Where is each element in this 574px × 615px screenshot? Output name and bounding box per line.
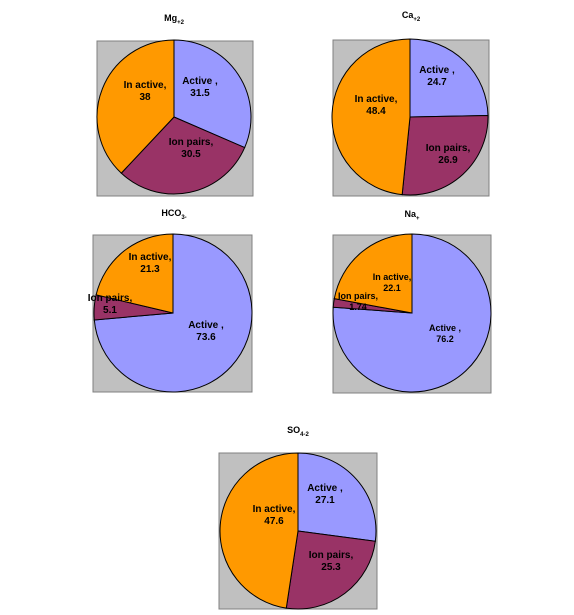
slice-data-label: In active, 22.1 xyxy=(373,272,412,293)
slice-data-label: In active, 47.6 xyxy=(253,504,296,527)
slice-data-label: Active , 76.2 xyxy=(429,323,461,344)
pie-slice xyxy=(173,39,252,149)
slice-data-label: Ion pairs, 26.9 xyxy=(426,143,471,166)
chart-title: Ca+2 xyxy=(401,10,421,23)
slice-data-label: Ion pairs, 5.1 xyxy=(88,293,133,316)
pie-slice xyxy=(297,452,377,542)
slice-data-label: In active, 21.3 xyxy=(129,252,172,275)
chart-title: HCO3- xyxy=(161,208,187,221)
pie-slice xyxy=(96,39,175,174)
chart-title: Na+ xyxy=(404,209,420,222)
chart-title: SO4-2 xyxy=(287,425,309,438)
pie-slice xyxy=(331,38,411,196)
slice-data-label: Active , 73.6 xyxy=(188,320,224,343)
slice-data-label: Ion pairs, 1.74 xyxy=(338,291,378,312)
slice-data-label: Ion pairs, 30.5 xyxy=(169,137,214,160)
pie-slice xyxy=(285,530,376,610)
pie-slice xyxy=(401,115,489,196)
slice-data-label: In active, 48.4 xyxy=(355,94,398,117)
pie-slice xyxy=(95,233,174,314)
pie-slice xyxy=(120,116,246,195)
slice-data-label: Active , 31.5 xyxy=(182,76,218,99)
slice-data-label: Active , 24.7 xyxy=(419,65,455,88)
slice-data-label: Active , 27.1 xyxy=(307,483,343,506)
chart-title: Mg+2 xyxy=(164,13,184,26)
pie-slice xyxy=(219,452,299,609)
pie-slice xyxy=(333,233,413,314)
slice-data-label: Ion pairs, 25.3 xyxy=(309,550,354,573)
pie-slice xyxy=(409,38,489,118)
slice-data-label: In active, 38 xyxy=(124,80,167,103)
